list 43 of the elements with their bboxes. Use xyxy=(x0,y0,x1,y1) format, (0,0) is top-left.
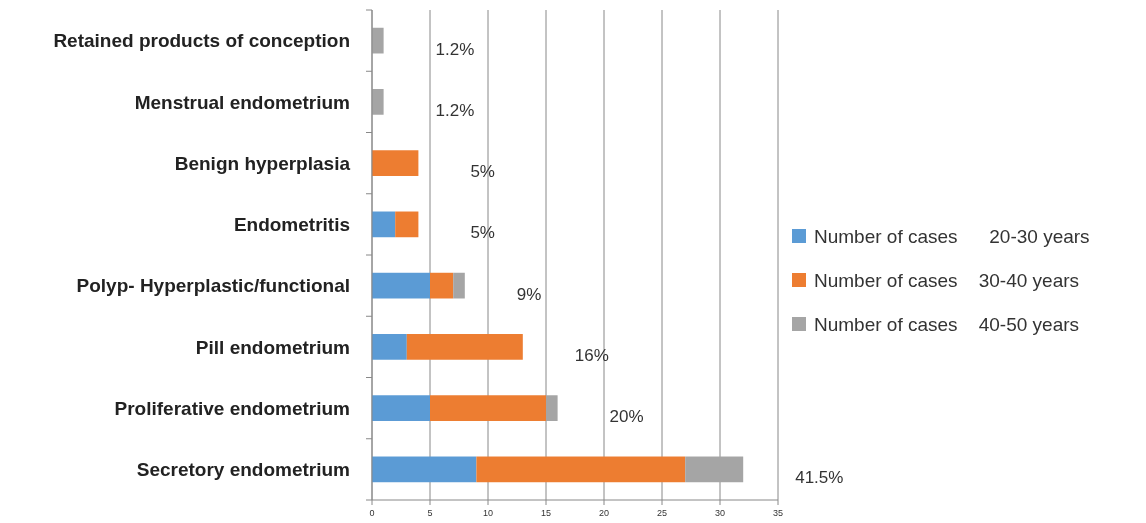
bar xyxy=(372,89,384,115)
bar xyxy=(372,334,407,360)
x-tick-label: 5 xyxy=(427,508,433,518)
x-tick-label: 20 xyxy=(598,508,610,518)
y-tick-label: Retained products of conception xyxy=(53,30,350,52)
annotation: 1.2% xyxy=(435,100,475,120)
x-tick-label: 30 xyxy=(714,508,726,518)
bar xyxy=(476,456,686,483)
x-tick-label: 10 xyxy=(482,508,494,518)
bar xyxy=(372,272,430,299)
y-tick-label: Polyp- Hyperplastic/functional xyxy=(76,275,350,297)
bar xyxy=(372,456,477,483)
bar xyxy=(395,211,419,238)
x-tick-label: 0 xyxy=(369,508,375,518)
y-tick-label: Menstrual endometrium xyxy=(134,91,350,113)
annotation: 16% xyxy=(574,345,609,365)
x-tick-label: 15 xyxy=(540,508,552,518)
bar xyxy=(372,211,396,238)
y-tick-label: Secretory endometrium xyxy=(136,459,350,481)
annotation: 5% xyxy=(470,223,495,243)
legend-label: Number of cases 30-40 years xyxy=(814,269,1080,291)
bar xyxy=(406,334,523,360)
bar xyxy=(453,272,465,299)
x-tick-label: 35 xyxy=(772,508,784,518)
bar xyxy=(372,150,419,176)
legend-label: Number of cases 40-50 years xyxy=(814,313,1080,335)
bar xyxy=(685,456,744,483)
y-tick-label: Endometritis xyxy=(233,214,350,236)
annotation: 5% xyxy=(470,162,495,182)
legend-label: Number of cases 20-30 years xyxy=(814,225,1090,247)
y-tick-label: Benign hyperplasia xyxy=(174,152,351,174)
bar xyxy=(430,395,546,421)
annotation: 9% xyxy=(516,284,542,304)
bar xyxy=(372,27,384,54)
x-tick-label: 25 xyxy=(656,508,668,518)
annotation: 20% xyxy=(609,407,644,427)
annotation: 1.2% xyxy=(435,39,475,59)
y-tick-label: Pill endometrium xyxy=(195,336,350,358)
bar xyxy=(546,395,558,421)
bar xyxy=(372,395,430,421)
y-tick-label: Proliferative endometrium xyxy=(114,397,350,419)
text: 41.5% xyxy=(795,468,844,488)
bar xyxy=(430,272,454,299)
